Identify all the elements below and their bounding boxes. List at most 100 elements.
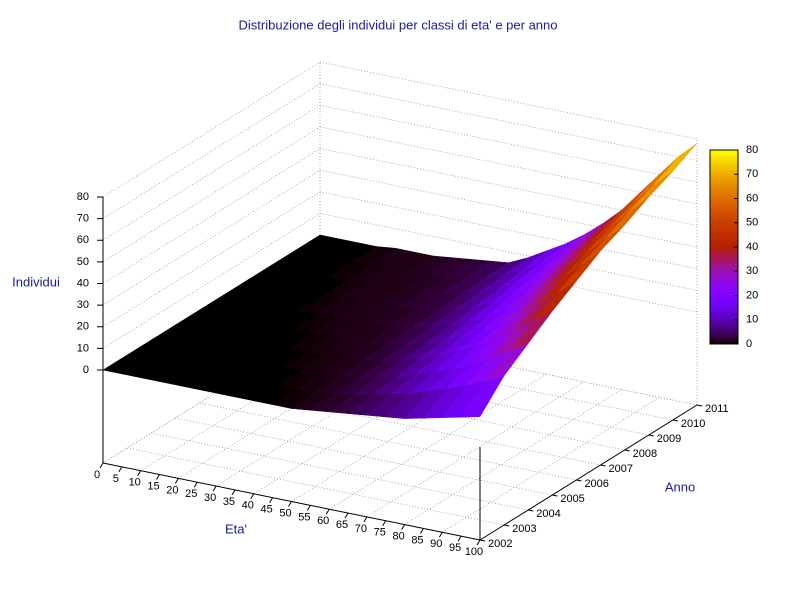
colorbar-step	[710, 182, 738, 187]
colorbar-step	[710, 230, 738, 235]
x-tick	[137, 470, 142, 476]
colorbar-step	[710, 266, 738, 271]
colorbar-step	[710, 172, 738, 177]
y-tick-label: 2011	[705, 403, 729, 415]
colorbar-step	[710, 201, 738, 206]
colorbar-step	[710, 311, 738, 316]
colorbar-step	[710, 321, 738, 326]
x-tick-label: 55	[298, 511, 310, 523]
grid-line	[291, 366, 509, 502]
colorbar-step	[710, 211, 738, 216]
x-tick-label: 25	[185, 488, 197, 500]
colorbar-step	[710, 179, 738, 183]
z-axis-label: Individui	[12, 274, 60, 289]
x-tick	[174, 478, 179, 484]
colorbar-step	[710, 340, 738, 345]
surface-cell	[610, 184, 655, 227]
y-tick-label: 2003	[512, 523, 536, 535]
x-tick	[99, 462, 104, 469]
colorbar-step	[710, 159, 738, 164]
x-tick	[250, 493, 255, 500]
y-tick	[528, 509, 534, 512]
colorbar-step	[710, 227, 738, 232]
colorbar-tick-label: 20	[746, 289, 758, 301]
x-tick	[438, 532, 443, 538]
grid-line	[319, 212, 698, 291]
colorbar-step	[710, 263, 738, 267]
colorbar-step	[710, 324, 738, 329]
z-tick-label: 30	[77, 299, 89, 311]
grid-line	[253, 358, 472, 495]
x-tick-label: 50	[279, 507, 291, 519]
x-tick-label: 20	[166, 484, 178, 496]
grid-line	[404, 389, 622, 525]
z-tick-label: 50	[77, 256, 89, 268]
grid-line	[102, 61, 321, 198]
colorbar-step	[710, 292, 738, 296]
colorbar-step	[710, 305, 738, 309]
x-tick	[193, 481, 198, 488]
colorbar-step	[710, 247, 738, 251]
y-tick-label: 2009	[657, 433, 681, 445]
colorbar-step	[710, 224, 738, 229]
colorbar-step	[710, 150, 738, 154]
colorbar-step	[710, 204, 738, 209]
colorbar-step	[710, 175, 738, 180]
surface-cell	[653, 143, 698, 185]
surface-cell	[635, 156, 679, 201]
grid-line	[319, 169, 698, 248]
y-tick	[600, 464, 606, 467]
x-tick-label: 40	[242, 500, 254, 512]
grid-line	[319, 191, 698, 270]
colorbar-step	[710, 188, 738, 193]
y-tick	[672, 419, 678, 422]
x-tick	[382, 520, 387, 527]
z-tick-label: 20	[77, 321, 89, 333]
x-tick	[476, 539, 481, 546]
x-tick-label: 45	[261, 504, 273, 516]
colorbar-step	[710, 185, 738, 190]
colorbar-step	[710, 234, 738, 238]
x-tick-label: 90	[430, 538, 442, 550]
x-axis-label: Eta'	[225, 521, 247, 536]
x-tick	[231, 489, 236, 496]
colorbar-step	[710, 195, 738, 199]
x-tick-label: 70	[355, 523, 367, 535]
grid-line	[140, 335, 358, 472]
grid-line	[175, 417, 553, 496]
x-tick	[344, 512, 349, 519]
x-tick-label: 75	[374, 527, 386, 539]
grid-line	[442, 396, 660, 533]
grid-line	[151, 432, 529, 511]
x-tick-label: 35	[223, 496, 235, 508]
colorbar-step	[710, 237, 738, 242]
colorbar-step	[710, 282, 738, 287]
colorbar-step	[710, 192, 738, 196]
colorbar-step	[710, 259, 738, 264]
colorbar-step	[710, 198, 738, 203]
colorbar-step	[710, 279, 738, 284]
colorbar-step	[710, 272, 738, 277]
colorbar-step	[710, 331, 738, 335]
y-tick	[696, 404, 703, 407]
x-tick	[325, 508, 330, 515]
x-tick	[156, 474, 160, 480]
y-tick-label: 2006	[584, 478, 608, 490]
colorbar-step	[710, 162, 738, 167]
grid-line	[127, 447, 505, 526]
grid-line	[102, 213, 321, 349]
colorbar-step	[710, 337, 738, 342]
colorbar-step	[710, 298, 738, 303]
x-tick	[212, 485, 217, 492]
colorbar-step	[710, 250, 738, 254]
colorbar-step	[710, 169, 738, 174]
grid-line	[319, 126, 698, 205]
grid-line	[102, 327, 321, 464]
colorbar-step	[710, 289, 738, 293]
y-tick	[479, 539, 486, 542]
colorbar-step	[710, 217, 738, 222]
x-tick	[457, 535, 462, 542]
x-tick-label: 65	[336, 519, 348, 531]
y-tick-label: 2002	[488, 538, 512, 550]
